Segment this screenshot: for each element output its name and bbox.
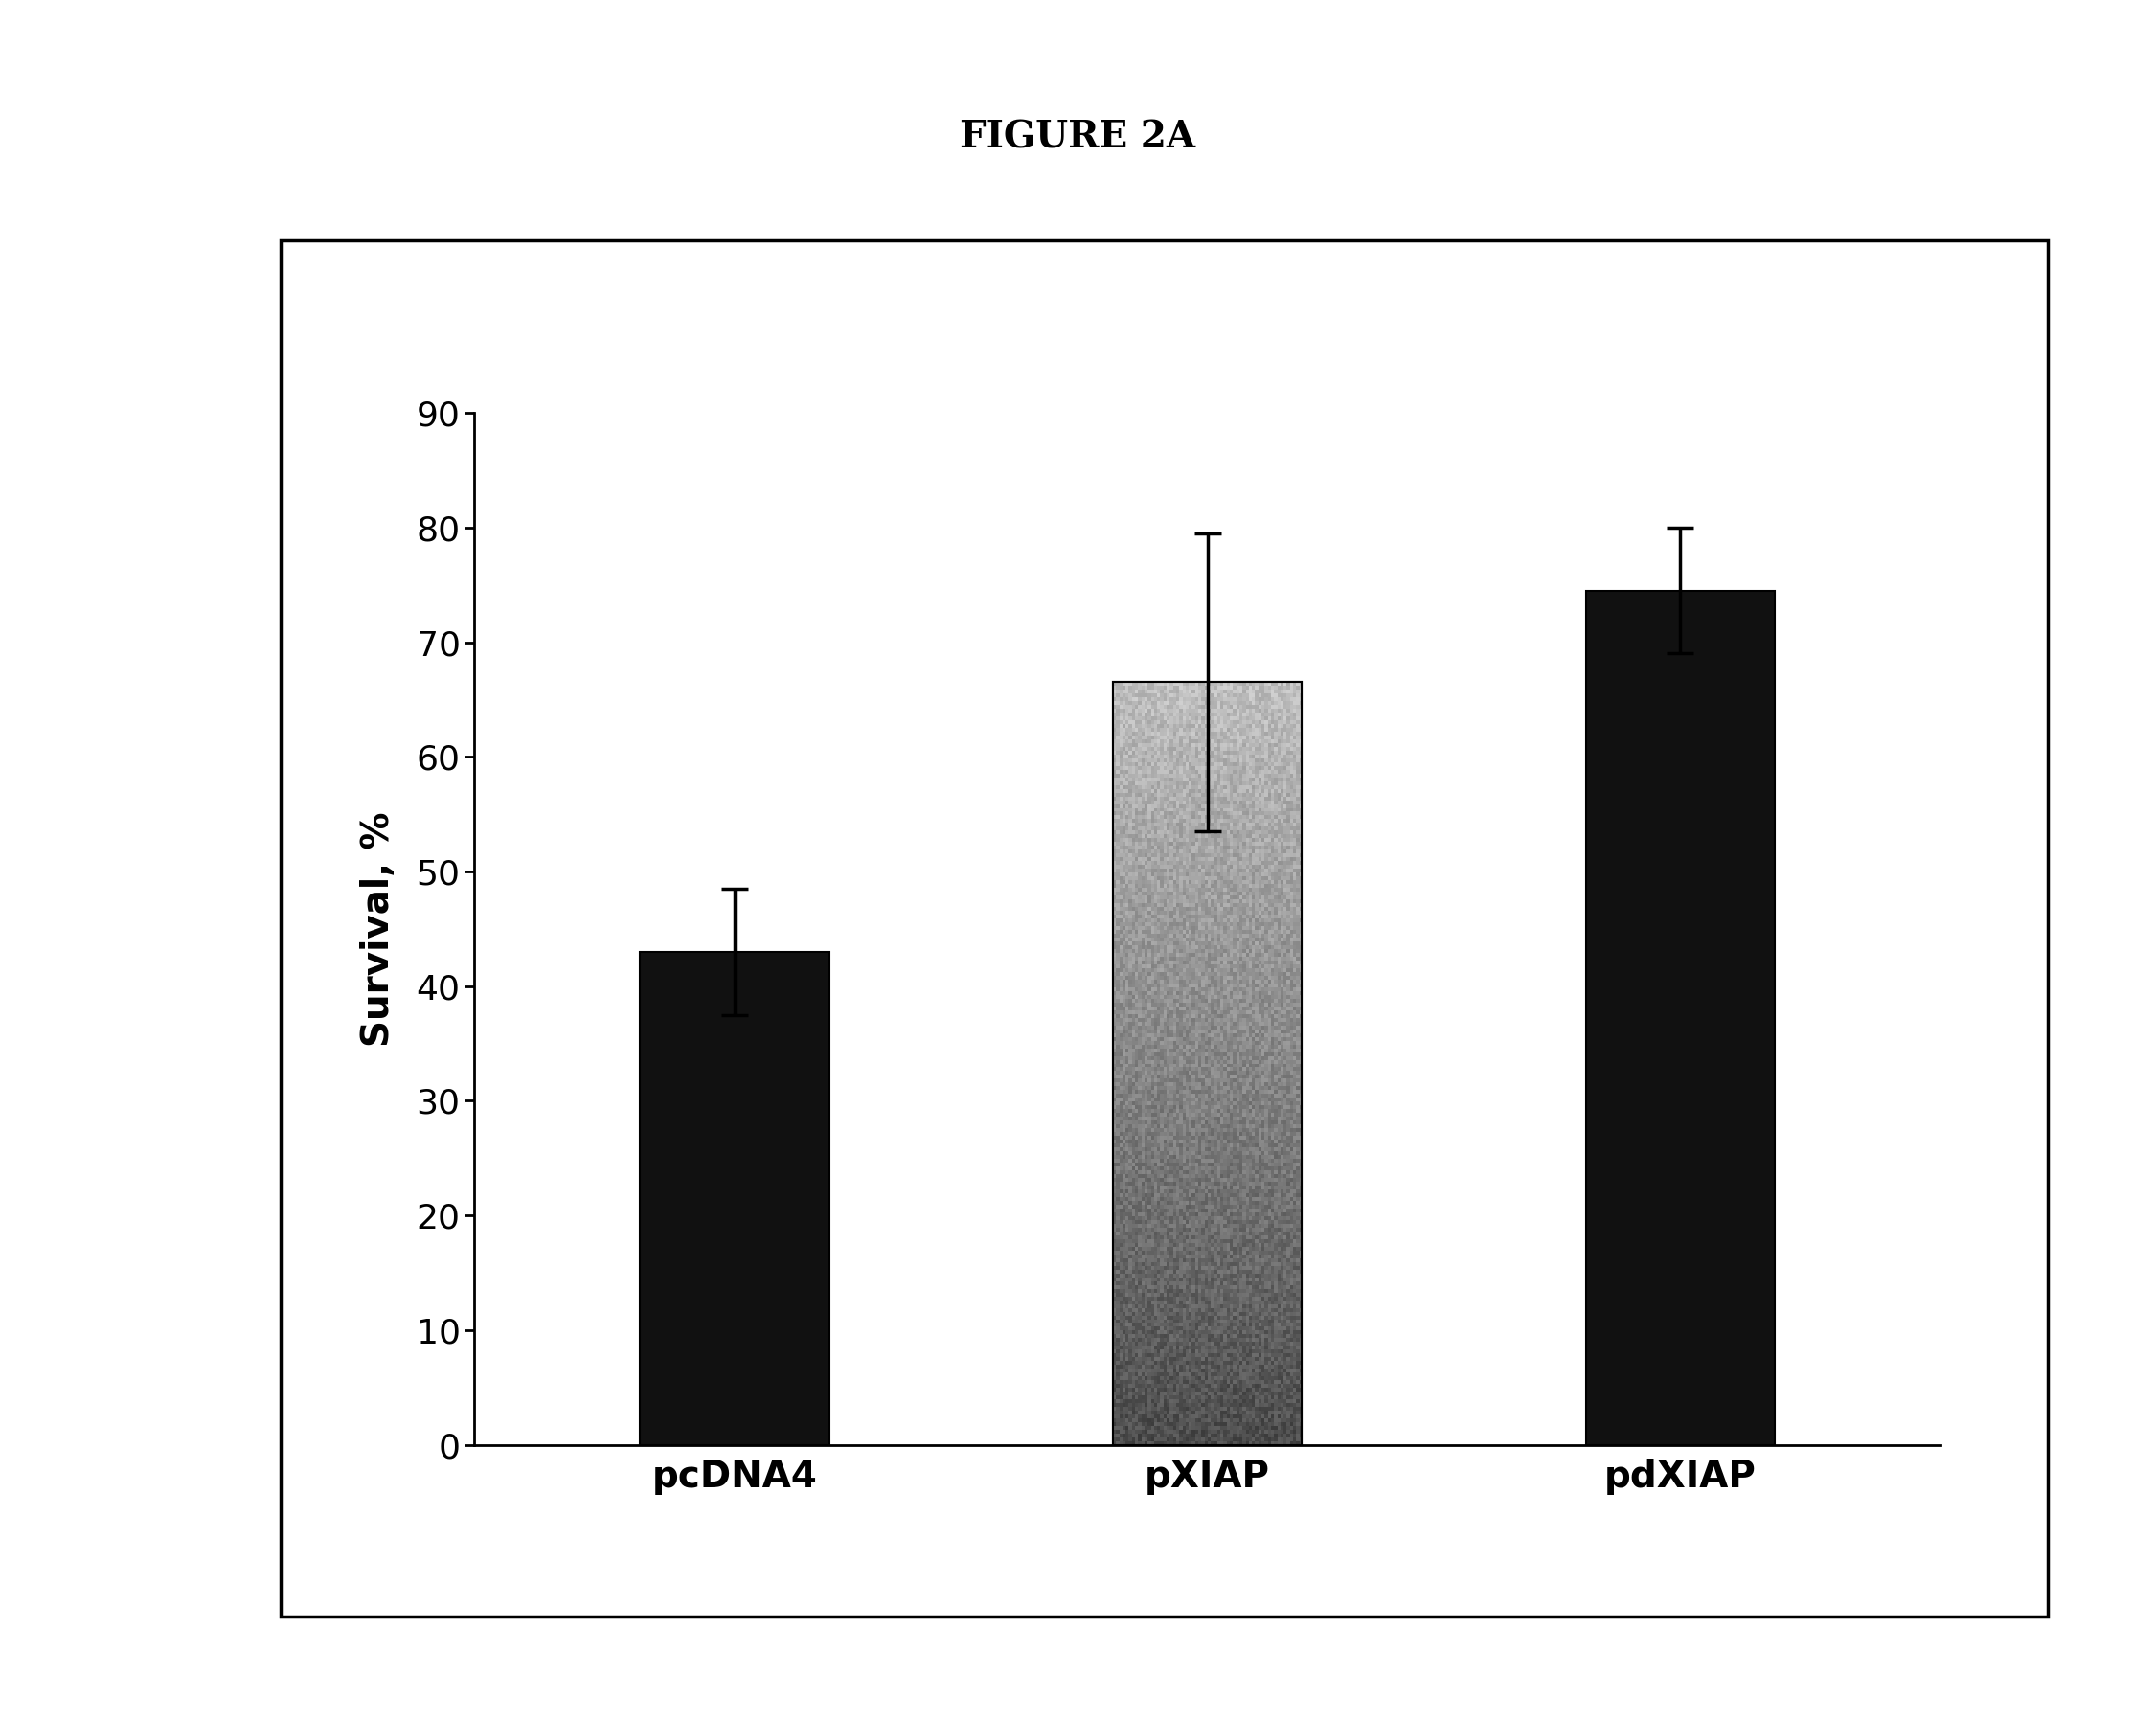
Y-axis label: Survival, %: Survival, % xyxy=(360,812,397,1046)
Bar xyxy=(1585,590,1774,1445)
Text: FIGURE 2A: FIGURE 2A xyxy=(959,119,1197,157)
Bar xyxy=(640,951,830,1445)
Bar xyxy=(1112,683,1302,1445)
Bar xyxy=(1112,683,1302,1445)
